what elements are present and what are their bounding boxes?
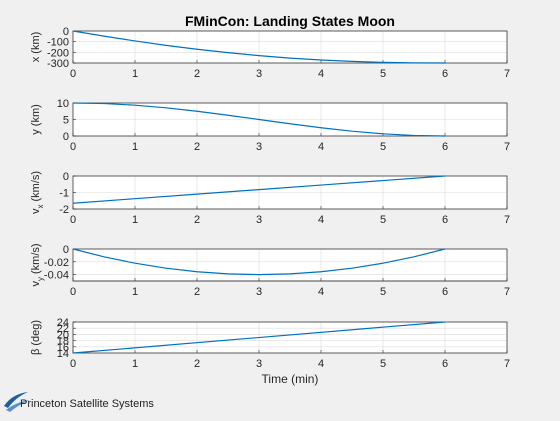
y-axis-label: vy (km/s) — [30, 243, 45, 286]
x-tick-label: 0 — [70, 141, 76, 153]
series-line — [72, 102, 446, 137]
y-tick-label: 24 — [57, 317, 69, 329]
x-tick-label: 2 — [194, 214, 200, 226]
y-tick-label: 5 — [63, 115, 69, 127]
x-tick-label: 2 — [194, 68, 200, 80]
axes-box — [72, 321, 508, 354]
x-tick-label: 6 — [442, 141, 448, 153]
y-axis-label: β (deg) — [30, 320, 42, 355]
x-tick-label: 6 — [442, 358, 448, 370]
x-tick-label: 5 — [380, 358, 386, 370]
y-tick-label: 22 — [57, 323, 69, 335]
brand-name: Princeton Satellite Systems — [20, 398, 154, 410]
x-tick-label: 0 — [70, 286, 76, 298]
y-tick-label: 0 — [63, 171, 69, 183]
x-tick-label: 3 — [256, 286, 262, 298]
axes-frame — [72, 30, 508, 64]
y-tick-label: 20 — [57, 329, 69, 341]
pss-swoosh-logo-icon — [2, 386, 32, 416]
y-tick-label: 0 — [63, 26, 69, 38]
x-tick-label: 5 — [380, 68, 386, 80]
x-tick-label: 7 — [504, 68, 510, 80]
figure-title: FMinCon: Landing States Moon — [185, 13, 395, 29]
x-tick-label: 3 — [256, 68, 262, 80]
subplot-3: 0 1 2 3 4 5 6 7 0 -1 -2 vx (km/s) — [30, 171, 510, 226]
y-axis-label: vx (km/s) — [30, 171, 45, 214]
x-tick-label: 3 — [256, 214, 262, 226]
x-tick-label: 4 — [318, 286, 324, 298]
axes-frame — [72, 321, 508, 354]
series-line — [72, 175, 446, 204]
x-tick-label: 7 — [504, 214, 510, 226]
x-tick-label: 1 — [132, 286, 138, 298]
y-tick-label: 0 — [63, 244, 69, 256]
x-tick-label: 4 — [318, 214, 324, 226]
x-tick-label: 4 — [318, 68, 324, 80]
y-axis-label: y (km) — [30, 104, 42, 135]
y-tick-label: 14 — [57, 348, 69, 360]
series-line — [72, 321, 446, 354]
y-tick-label: -200 — [47, 47, 69, 59]
x-tick-label: 2 — [194, 286, 200, 298]
y-tick-label: 16 — [57, 342, 69, 354]
y-tick-label: -2 — [59, 204, 69, 216]
x-tick-label: 7 — [504, 141, 510, 153]
x-tick-label: 1 — [132, 68, 138, 80]
x-tick-label: 7 — [504, 358, 510, 370]
axes-frame — [72, 248, 508, 282]
y-tick-label: 0 — [63, 131, 69, 143]
x-tick-label: 3 — [256, 358, 262, 370]
x-axis-label: Time (min) — [262, 372, 319, 386]
x-tick-label: 0 — [70, 358, 76, 370]
x-tick-label: 0 — [70, 68, 76, 80]
axes-frame — [72, 102, 508, 137]
subplot-2: 0 1 2 3 4 5 6 7 10 5 0 y (km) — [30, 98, 510, 153]
y-tick-label: -100 — [47, 37, 69, 49]
y-axis-label: x (km) — [30, 32, 42, 63]
x-tick-label: 4 — [318, 358, 324, 370]
series-line — [72, 30, 446, 64]
y-tick-label: -1 — [59, 188, 69, 200]
y-tick-label: 18 — [57, 336, 69, 348]
x-tick-label: 1 — [132, 141, 138, 153]
series-line — [72, 248, 446, 276]
x-tick-label: 2 — [194, 358, 200, 370]
y-tick-label: 10 — [57, 98, 69, 110]
x-tick-label: 5 — [380, 286, 386, 298]
x-tick-label: 6 — [442, 286, 448, 298]
x-tick-label: 3 — [256, 141, 262, 153]
x-tick-label: 6 — [442, 214, 448, 226]
axes-frame — [72, 175, 508, 210]
x-tick-label: 2 — [194, 141, 200, 153]
x-tick-label: 1 — [132, 214, 138, 226]
x-tick-label: 5 — [380, 214, 386, 226]
x-tick-label: 1 — [132, 358, 138, 370]
y-tick-label: -0.02 — [44, 257, 69, 269]
x-tick-label: 6 — [442, 68, 448, 80]
x-tick-label: 4 — [318, 141, 324, 153]
axes-box — [72, 248, 508, 282]
x-tick-label: 7 — [504, 286, 510, 298]
y-tick-label: -0.04 — [44, 270, 69, 282]
y-tick-label: -300 — [47, 58, 69, 70]
x-tick-label: 0 — [70, 214, 76, 226]
x-tick-label: 5 — [380, 141, 386, 153]
